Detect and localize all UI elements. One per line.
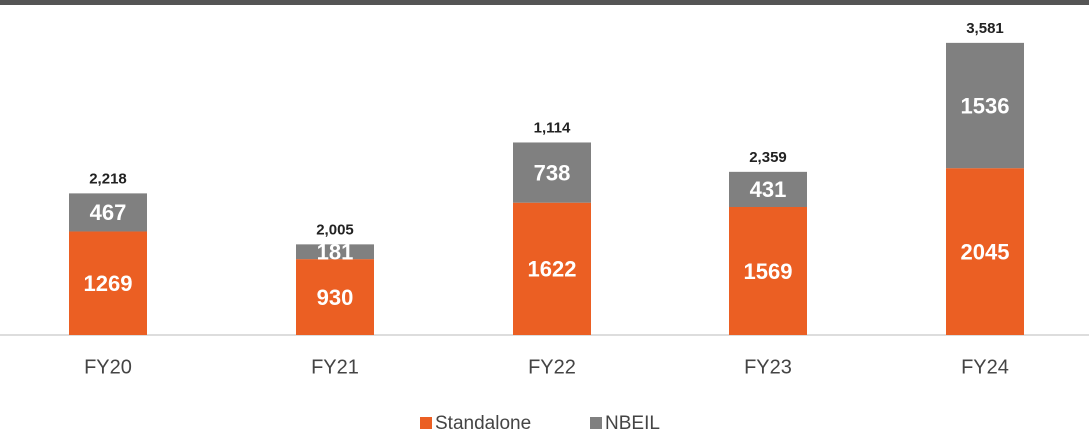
total-label: 2,005 (316, 221, 354, 238)
x-tick-label: FY24 (961, 356, 1009, 378)
x-tick-label: FY23 (744, 356, 792, 378)
value-label: 431 (750, 177, 787, 202)
value-label: 1569 (744, 259, 793, 284)
bar-segment (513, 142, 591, 203)
bar-segment (69, 231, 147, 335)
legend-label: NBEIL (605, 413, 660, 433)
value-label: 1622 (528, 257, 577, 282)
total-label: 2,359 (749, 149, 787, 166)
value-label: 738 (534, 160, 571, 185)
total-label: 1,114 (534, 119, 571, 136)
legend-swatch (590, 417, 602, 429)
bar-segment (513, 202, 591, 335)
total-label: 3,581 (966, 20, 1004, 37)
x-tick-label: FY21 (311, 356, 359, 378)
x-tick-label: FY22 (528, 356, 576, 378)
value-label: 467 (90, 200, 127, 225)
bar-segment (946, 168, 1024, 335)
bar-segment (296, 244, 374, 260)
bar-segment (69, 193, 147, 232)
top-border (0, 0, 1089, 5)
bar-segment (946, 42, 1024, 169)
bar-segment (729, 207, 807, 335)
total-label: 2,218 (89, 170, 127, 187)
value-label: 1269 (84, 271, 133, 296)
value-label: 1536 (961, 93, 1010, 118)
value-label: 930 (317, 285, 354, 310)
legend-swatch (420, 417, 432, 429)
bar-segment (729, 171, 807, 208)
bar-segment (296, 259, 374, 335)
legend-label: Standalone (435, 413, 531, 433)
value-label: 181 (317, 240, 354, 265)
value-label: 2045 (961, 239, 1010, 264)
x-tick-label: FY20 (84, 356, 132, 378)
